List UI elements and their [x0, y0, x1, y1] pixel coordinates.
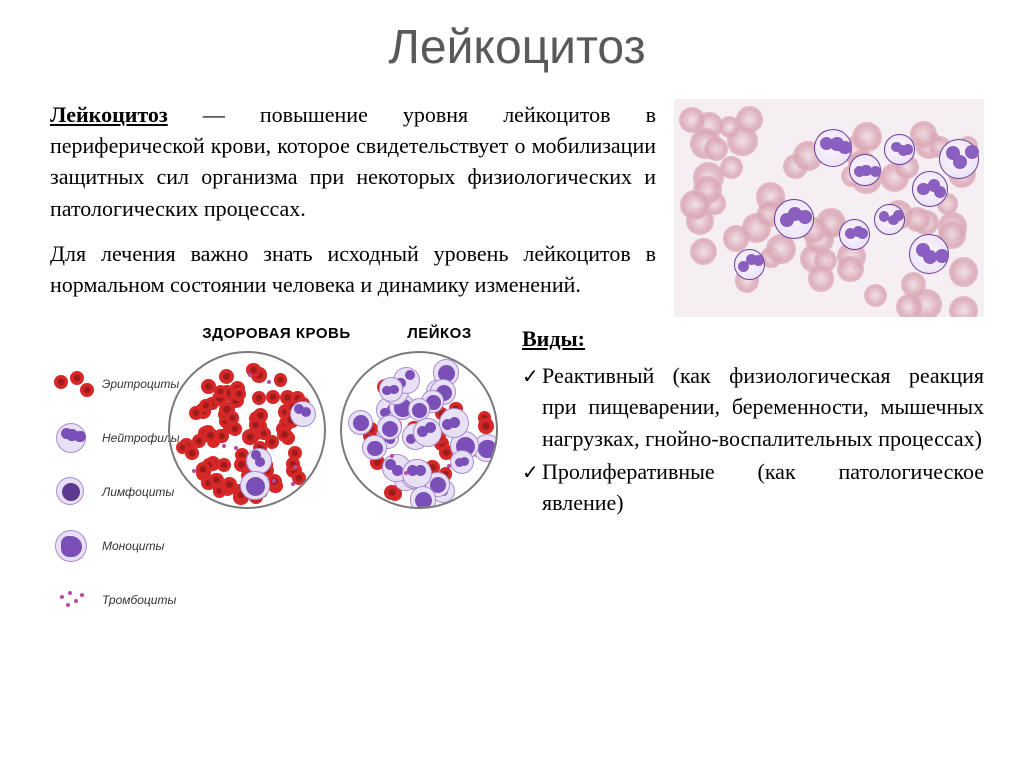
legend-label-thrombocytes: Тромбоциты [102, 593, 176, 607]
types-heading: Виды: [522, 323, 984, 354]
legend-monocytes: Моноциты [50, 529, 158, 563]
bottom-row: ЗДОРОВАЯ КРОВЬ ЛЕЙКОЗ Эритроциты Нейтроф… [50, 323, 984, 653]
legend-neutrophils: Нейтрофилы [50, 421, 158, 455]
top-row: Лейкоцитоз — повышение уровня лейкоцитов… [50, 99, 984, 317]
neutrophil-icon [50, 421, 96, 455]
types-block: Виды: ✓ Реактивный (как физиологическая … [522, 323, 984, 520]
leukemia-blood-dish [340, 351, 498, 509]
type-text-1: Реактивный (как физиологическая реакция … [542, 360, 984, 454]
legend: Эритроциты Нейтрофилы Лимфоциты Моноциты… [50, 367, 158, 637]
type-text-2: Пролиферативные (как патологическое явле… [542, 456, 984, 518]
type-item-reactive: ✓ Реактивный (как физиологическая реакци… [522, 360, 984, 454]
legend-label-erythrocytes: Эритроциты [102, 377, 179, 391]
definition-term: Лейкоцитоз [50, 102, 168, 127]
lymphocyte-icon [50, 475, 96, 509]
healthy-blood-dish [168, 351, 326, 509]
legend-label-lymphocytes: Лимфоциты [102, 485, 174, 499]
legend-label-monocytes: Моноциты [102, 539, 164, 553]
check-icon: ✓ [522, 456, 542, 487]
legend-erythrocytes: Эритроциты [50, 367, 158, 401]
type-item-proliferative: ✓ Пролиферативные (как патологическое яв… [522, 456, 984, 518]
slide: Лейкоцитоз Лейкоцитоз — повышение уровня… [0, 0, 1024, 767]
leukemia-title: ЛЕЙКОЗ [407, 325, 472, 342]
definition-block: Лейкоцитоз — повышение уровня лейкоцитов… [50, 99, 656, 300]
definition-para-2: Для лечения важно знать исходный уровень… [50, 238, 656, 300]
erythrocyte-icon [50, 367, 96, 401]
compare-titles: ЗДОРОВАЯ КРОВЬ ЛЕЙКОЗ [174, 325, 500, 342]
monocyte-icon [50, 529, 96, 563]
page-title: Лейкоцитоз [50, 20, 984, 75]
definition-para-1: Лейкоцитоз — повышение уровня лейкоцитов… [50, 99, 656, 224]
check-icon: ✓ [522, 360, 542, 391]
blood-smear-image [674, 99, 984, 317]
blood-comparison-diagram: ЗДОРОВАЯ КРОВЬ ЛЕЙКОЗ Эритроциты Нейтроф… [50, 323, 500, 653]
healthy-title: ЗДОРОВАЯ КРОВЬ [202, 325, 350, 342]
thrombocyte-icon [50, 583, 96, 617]
legend-lymphocytes: Лимфоциты [50, 475, 158, 509]
legend-thrombocytes: Тромбоциты [50, 583, 158, 617]
